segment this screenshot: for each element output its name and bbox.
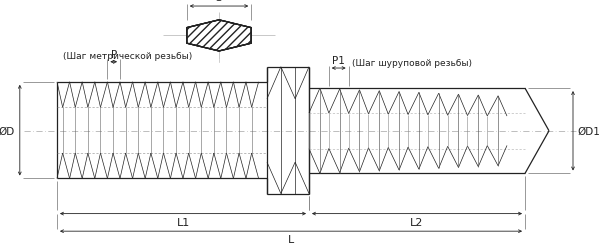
Text: L1: L1 bbox=[176, 217, 190, 227]
Text: S: S bbox=[215, 0, 223, 3]
Text: L: L bbox=[288, 234, 294, 244]
Polygon shape bbox=[187, 21, 251, 52]
Text: P1: P1 bbox=[332, 56, 345, 66]
Text: (Шаг шуруповой резьбы): (Шаг шуруповой резьбы) bbox=[352, 58, 472, 68]
Text: P: P bbox=[110, 50, 117, 59]
Text: (Шаг метрической резьбы): (Шаг метрической резьбы) bbox=[63, 52, 192, 61]
Text: ØD1: ØD1 bbox=[578, 126, 600, 136]
Text: L2: L2 bbox=[410, 217, 424, 227]
Text: ØD: ØD bbox=[0, 126, 15, 136]
